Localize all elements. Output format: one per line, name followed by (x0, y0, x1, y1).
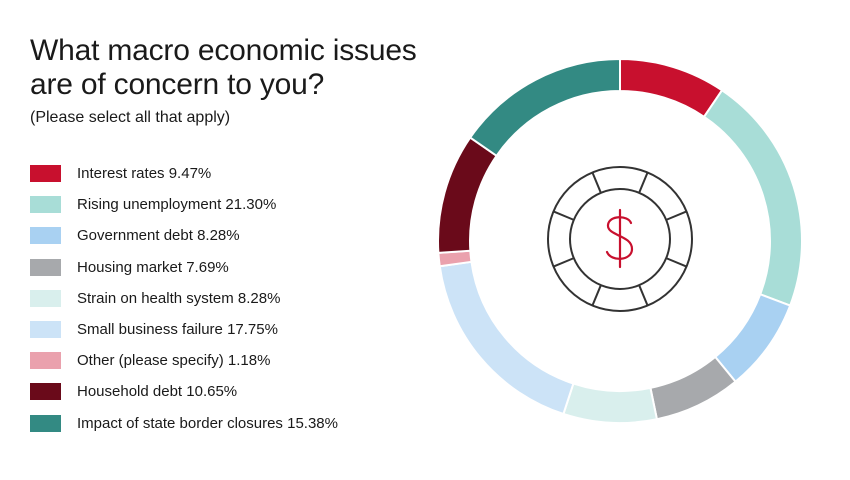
legend-swatch (30, 289, 61, 307)
legend-label: Interest rates 9.47% (77, 165, 212, 183)
donut-slice-government-debt (713, 292, 792, 384)
legend-item-small-business-failure: Small business failure 17.75% (30, 314, 338, 345)
donut-slice-strain-on-health-system (562, 382, 659, 424)
donut-slice-household-debt (437, 136, 498, 254)
legend-label: Impact of state border closures 15.38% (77, 414, 338, 432)
legend-swatch (30, 258, 61, 276)
legend-swatch (30, 227, 61, 245)
legend-label: Small business failure 17.75% (77, 321, 278, 339)
legend: Interest rates 9.47% Rising unemployment… (30, 158, 338, 439)
donut-chart (437, 58, 803, 424)
chart-subtitle: (Please select all that apply) (30, 109, 231, 126)
legend-item-rising-unemployment: Rising unemployment 21.30% (30, 189, 338, 220)
legend-item-state-border-closures: Impact of state border closures 15.38% (30, 408, 338, 439)
legend-label: Household debt 10.65% (77, 383, 238, 401)
legend-swatch (30, 414, 61, 432)
legend-swatch (30, 383, 61, 401)
legend-item-household-debt: Household debt 10.65% (30, 376, 338, 407)
legend-swatch (30, 321, 61, 339)
legend-label: Housing market 7.69% (77, 258, 229, 276)
donut-slice-rising-unemployment (702, 88, 803, 307)
legend-label: Rising unemployment 21.30% (77, 196, 277, 214)
legend-item-interest-rates: Interest rates 9.47% (30, 158, 338, 189)
legend-swatch (30, 352, 61, 370)
legend-item-housing-market: Housing market 7.69% (30, 252, 338, 283)
legend-item-government-debt: Government debt 8.28% (30, 220, 338, 251)
legend-label: Other (please specify) 1.18% (77, 352, 271, 370)
legend-item-strain-on-health-system: Strain on health system 8.28% (30, 283, 338, 314)
donut-slices (437, 58, 803, 424)
donut-slice-interest-rates (619, 58, 724, 119)
legend-swatch (30, 196, 61, 214)
legend-item-other: Other (please specify) 1.18% (30, 345, 338, 376)
dollar-coin-icon (547, 166, 693, 312)
legend-label: Government debt 8.28% (77, 227, 240, 245)
donut-slice-impact-of-state-border-closures (468, 58, 621, 158)
legend-swatch (30, 165, 61, 183)
legend-label: Strain on health system 8.28% (77, 289, 281, 307)
donut-slice-small-business-failure (438, 260, 575, 416)
chart-title: What macro economic issues are of concer… (30, 34, 417, 101)
donut-slice-housing-market (649, 355, 737, 421)
